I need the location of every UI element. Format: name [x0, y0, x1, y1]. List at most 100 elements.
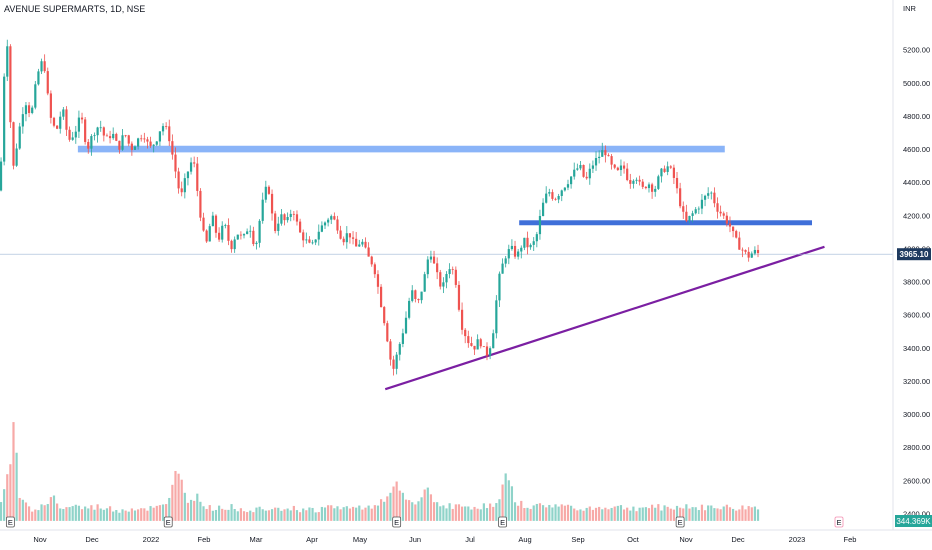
volume-bar — [573, 508, 576, 521]
volume-bar — [361, 509, 364, 521]
volume-bar — [84, 506, 87, 521]
volume-bar — [74, 504, 77, 521]
candle-body — [46, 71, 49, 94]
candle-body — [339, 230, 342, 239]
candle-body — [108, 136, 112, 139]
candle-body — [738, 237, 741, 250]
volume-bar — [401, 492, 404, 521]
volume-bar — [342, 507, 345, 521]
candle-body — [417, 298, 420, 301]
earnings-marker[interactable]: E — [675, 516, 685, 528]
volume-bar — [582, 510, 585, 521]
volume-bar — [323, 507, 327, 521]
volume-bar — [302, 508, 305, 521]
candle-body — [610, 156, 613, 165]
x-tick-label: Aug — [518, 535, 531, 544]
volume-bar — [49, 497, 52, 521]
candle-body — [308, 239, 311, 243]
candle-body — [629, 180, 632, 184]
volume-bar — [429, 494, 433, 521]
candle-body — [93, 135, 96, 137]
candle-body — [15, 148, 18, 166]
last-price-value: 3965.10 — [900, 250, 929, 259]
candle-body — [367, 247, 370, 257]
volume-bar — [594, 507, 598, 521]
volume-bar — [224, 509, 227, 521]
annotations-layer[interactable] — [0, 145, 893, 391]
volume-bar — [186, 502, 190, 521]
candle-body — [34, 84, 37, 108]
volume-bar — [193, 500, 196, 521]
candle-body — [750, 253, 753, 258]
candle-body — [177, 171, 180, 189]
earnings-marker-box — [675, 516, 685, 528]
earnings-marker[interactable]: E — [163, 516, 173, 528]
volume-bar — [392, 486, 395, 521]
volume-bar — [196, 493, 199, 521]
candle-body — [411, 290, 414, 301]
volume-bar — [707, 505, 710, 521]
earnings-marker[interactable]: E — [834, 516, 844, 528]
volume-bar — [373, 505, 376, 521]
candle-body — [728, 223, 732, 227]
x-tick-label: May — [353, 535, 367, 544]
earnings-marker-box — [5, 516, 15, 528]
last-price-tag — [897, 248, 931, 261]
volume-bar — [741, 505, 744, 521]
candle-body — [460, 309, 464, 330]
earnings-marker-label: E — [8, 518, 13, 527]
candle-body — [495, 300, 498, 334]
candle-body — [323, 222, 327, 226]
volume-bar — [327, 505, 330, 521]
volume-bar — [379, 499, 383, 521]
earnings-marker[interactable]: E — [5, 516, 15, 528]
candle-body — [196, 163, 199, 191]
volume-bar — [305, 510, 308, 521]
volume-bar — [454, 504, 457, 521]
earnings-marker[interactable]: E — [392, 516, 402, 528]
candle-body — [644, 186, 647, 189]
volume-bar — [557, 506, 560, 521]
volume-bar — [59, 508, 62, 521]
earnings-marker[interactable]: E — [498, 516, 507, 528]
volume-bar — [635, 511, 638, 521]
volume-bar — [722, 506, 725, 521]
volume-bar — [149, 506, 152, 521]
volume-bar — [423, 489, 426, 521]
volume-bar — [495, 503, 498, 521]
y-tick-label: 5200.00 — [903, 46, 930, 55]
candle-body — [613, 164, 616, 168]
volume-bar — [700, 504, 704, 521]
candle-body — [492, 333, 495, 349]
candle-body — [598, 156, 601, 159]
candle-body — [351, 237, 355, 239]
candle-body — [115, 133, 118, 141]
volume-bar — [180, 479, 183, 521]
volume-bar — [619, 505, 623, 521]
volume-bar — [351, 506, 355, 521]
y-tick-label: 4400.00 — [903, 178, 930, 187]
volume-bar — [688, 508, 691, 521]
candle-body — [327, 219, 330, 223]
candle-body — [364, 241, 367, 248]
volume-bar — [12, 422, 15, 521]
volume-bar — [140, 508, 143, 521]
candle-body — [532, 241, 535, 245]
candle-body — [236, 234, 239, 240]
candle-body — [473, 345, 476, 350]
volume-bar — [9, 464, 12, 521]
candle-body — [654, 188, 657, 192]
candle-body — [336, 219, 339, 231]
volume-bar — [663, 505, 666, 521]
volume-bar — [439, 506, 442, 521]
candle-body — [118, 140, 121, 150]
volume-bar — [0, 502, 3, 521]
volume-bar — [716, 508, 719, 521]
candle-body — [249, 230, 252, 232]
volume-bar — [610, 507, 613, 521]
volume-bar — [520, 500, 523, 521]
volume-bar — [336, 506, 339, 521]
candle-body — [355, 238, 358, 247]
